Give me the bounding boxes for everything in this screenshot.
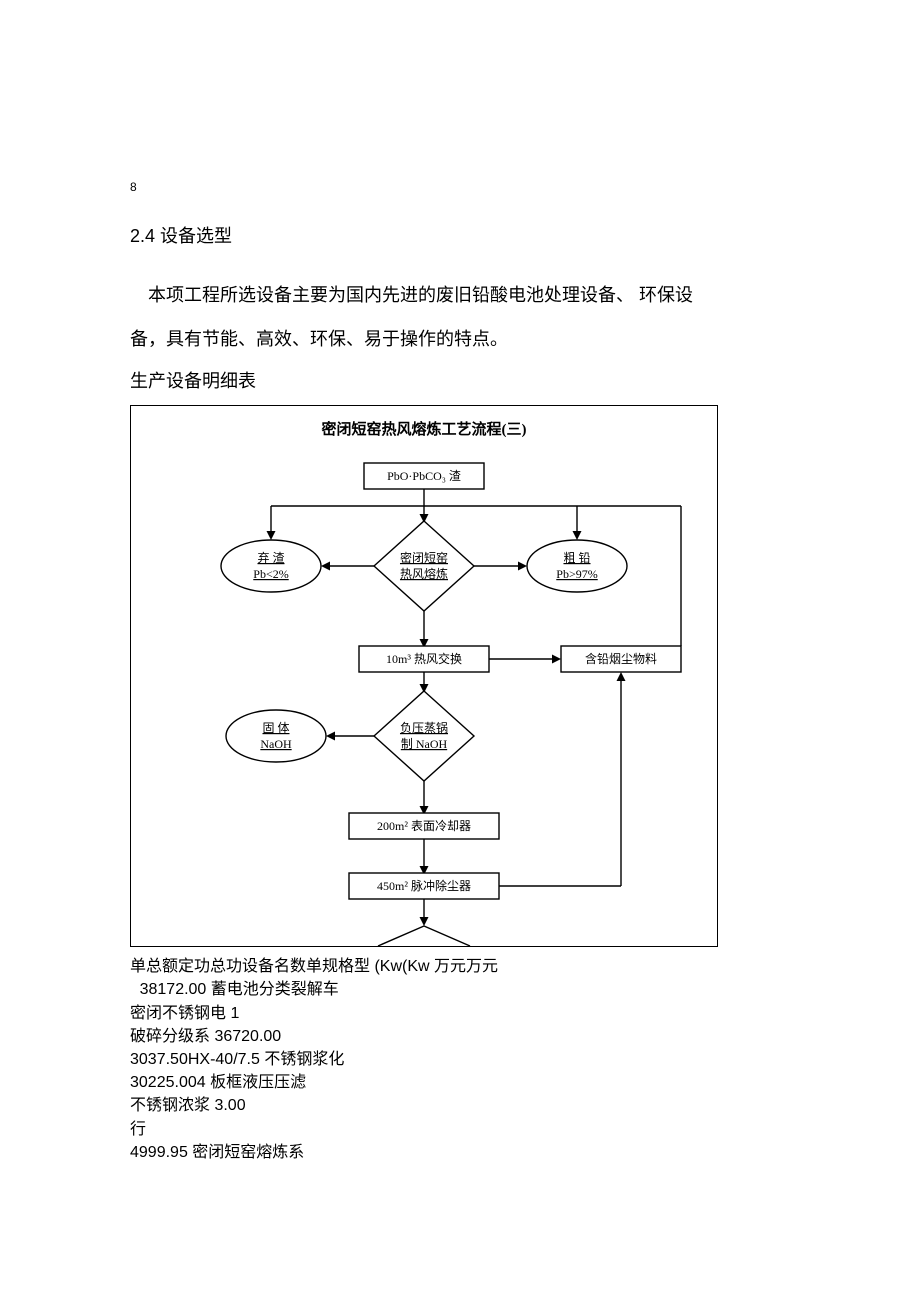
node-crude-lead-ellipse: 粗 铅 Pb>97% bbox=[527, 540, 627, 592]
table-row: 30225.004 板框液压压滤 bbox=[130, 1071, 790, 1094]
body-paragraph-1: 本项工程所选设备主要为国内先进的废旧铅酸电池处理设备、 环保设 bbox=[130, 276, 790, 316]
svg-text:PbO·PbCO₃ 渣: PbO·PbCO₃ 渣 bbox=[387, 469, 461, 483]
node-furnace-diamond: 密闭短窑 热风熔炼 bbox=[374, 521, 474, 611]
svg-text:热风熔炼: 热风熔炼 bbox=[400, 566, 448, 581]
node-slag-ellipse: 弃 渣 Pb<2% bbox=[221, 540, 321, 592]
table-row: 密闭不锈钢电 1 bbox=[130, 1002, 790, 1025]
flowchart-svg: 密闭短窑热风熔炼工艺流程(三) PbO·PbCO₃ 渣 弃 渣 Pb<2% bbox=[131, 406, 717, 946]
svg-text:粗 铅: 粗 铅 bbox=[563, 551, 590, 565]
svg-text:密闭短窑: 密闭短窑 bbox=[400, 550, 448, 565]
node-naoh-diamond: 负压蒸锅 制 NaOH bbox=[374, 691, 474, 781]
section-heading: 2.4 设备选型 bbox=[130, 222, 790, 248]
node-bottom-cut bbox=[378, 926, 470, 946]
node-dust-material: 含铅烟尘物料 bbox=[561, 646, 681, 672]
node-solid-naoh: 固 体 NaOH bbox=[226, 710, 326, 762]
node-cooling-rect: 200m² 表面冷却器 bbox=[349, 813, 499, 839]
table-row: 3037.50HX-40/7.5 不锈钢浆化 bbox=[130, 1048, 790, 1071]
svg-text:含铅烟尘物料: 含铅烟尘物料 bbox=[585, 651, 657, 666]
svg-text:Pb>97%: Pb>97% bbox=[556, 567, 597, 581]
table-row: 单总额定功总功设备名数单规格型 (Kw(Kw 万元万元 bbox=[130, 955, 790, 978]
svg-text:弃 渣: 弃 渣 bbox=[257, 550, 284, 565]
svg-text:制 NaOH: 制 NaOH bbox=[401, 737, 448, 751]
flowchart-title: 密闭短窑热风熔炼工艺流程(三) bbox=[322, 420, 527, 438]
equipment-table-text: 单总额定功总功设备名数单规格型 (Kw(Kw 万元万元 38172.00 蓄电池… bbox=[130, 955, 790, 1164]
table-row: 不锈钢浓浆 3.00 bbox=[130, 1094, 790, 1117]
page-number: 8 bbox=[130, 180, 790, 194]
svg-text:450m² 脉冲除尘器: 450m² 脉冲除尘器 bbox=[377, 878, 471, 893]
flowchart-container: 密闭短窑热风熔炼工艺流程(三) PbO·PbCO₃ 渣 弃 渣 Pb<2% bbox=[130, 405, 718, 947]
svg-text:10m³ 热风交换: 10m³ 热风交换 bbox=[386, 651, 462, 666]
document-page: 8 2.4 设备选型 本项工程所选设备主要为国内先进的废旧铅酸电池处理设备、 环… bbox=[0, 0, 920, 1303]
table-row: 38172.00 蓄电池分类裂解车 bbox=[130, 978, 790, 1001]
table-subtitle: 生产设备明细表 bbox=[130, 363, 790, 399]
svg-text:NaOH: NaOH bbox=[260, 737, 292, 751]
node-heat-exchange: 10m³ 热风交换 bbox=[359, 646, 489, 672]
table-row: 4999.95 密闭短窑熔炼系 bbox=[130, 1141, 790, 1164]
svg-text:负压蒸锅: 负压蒸锅 bbox=[400, 720, 448, 735]
table-row: 行 bbox=[130, 1118, 790, 1141]
node-pulse-rect: 450m² 脉冲除尘器 bbox=[349, 873, 499, 899]
svg-text:Pb<2%: Pb<2% bbox=[253, 567, 288, 581]
svg-text:固 体: 固 体 bbox=[262, 721, 289, 735]
node-top-rect: PbO·PbCO₃ 渣 bbox=[364, 463, 484, 489]
body-paragraph-2: 备，具有节能、高效、环保、易于操作的特点。 bbox=[130, 320, 790, 360]
table-row: 破碎分级系 36720.00 bbox=[130, 1025, 790, 1048]
svg-text:200m² 表面冷却器: 200m² 表面冷却器 bbox=[377, 819, 471, 833]
